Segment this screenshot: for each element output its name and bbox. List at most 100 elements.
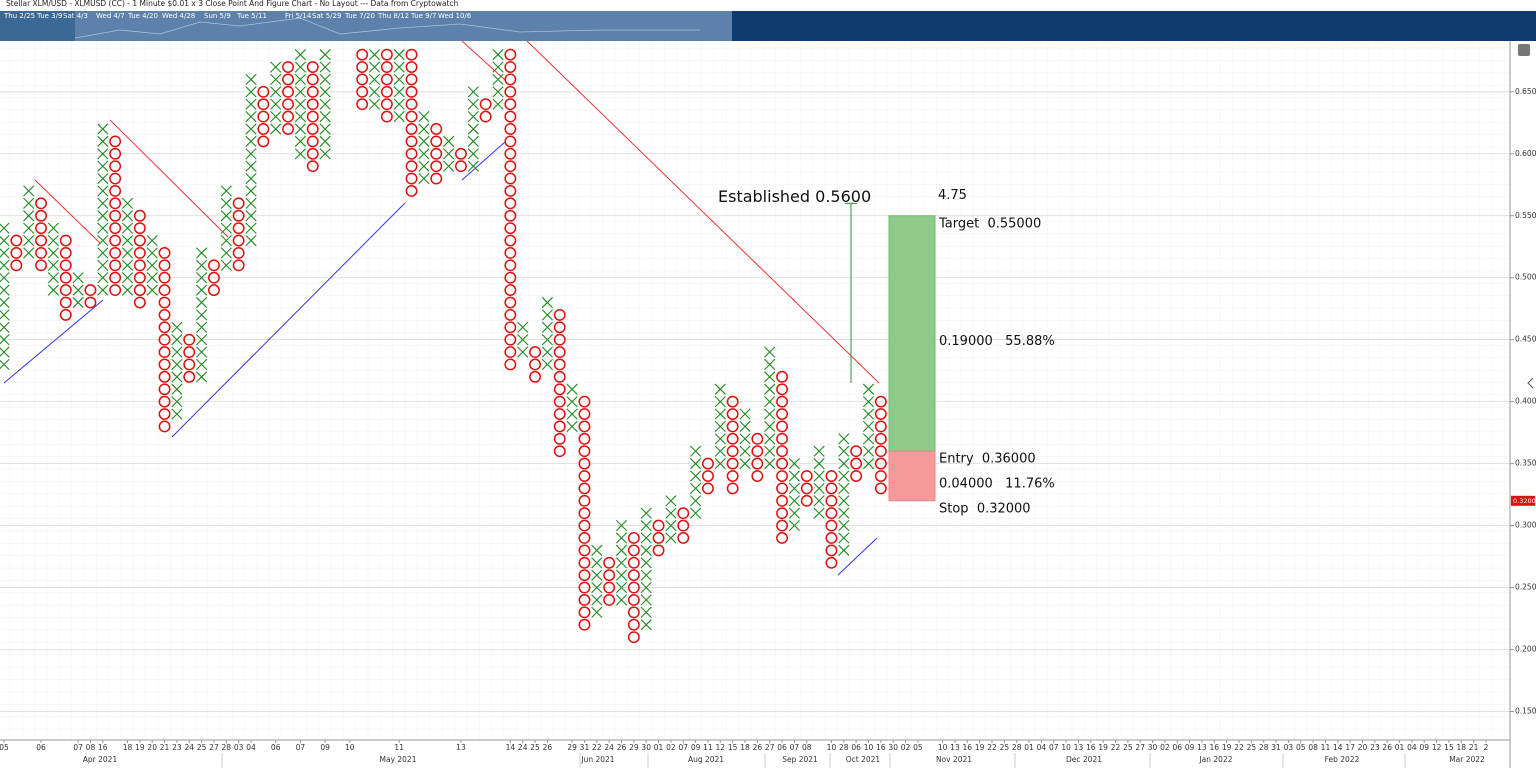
x-tick-label: 22: [1111, 743, 1121, 752]
x-tick-label: 22: [1234, 743, 1244, 752]
x-tick-label: 12: [1432, 743, 1442, 752]
collapse-icon[interactable]: [1527, 377, 1534, 389]
x-tick-label: 12: [716, 743, 726, 752]
x-tick-label: 13: [456, 743, 466, 752]
x-tick-label: 07: [790, 743, 800, 752]
y-tick-label: 0.5000: [1515, 273, 1536, 282]
x-tick-label: 26: [753, 743, 763, 752]
x-tick-label: 10: [827, 743, 837, 752]
x-tick-label: 28: [222, 743, 232, 752]
x-tick-label: 07: [678, 743, 688, 752]
x-tick-label: 22: [987, 743, 997, 752]
x-tick-label: 05: [1296, 743, 1306, 752]
o-column: [504, 48, 517, 371]
x-tick-label: 26: [617, 743, 627, 752]
x-column: [591, 544, 603, 618]
x-tick-label: 22: [592, 743, 602, 752]
o-column: [133, 209, 146, 309]
entry-label: Entry 0.36000: [939, 452, 1036, 467]
x-tick-label: 01: [1024, 743, 1034, 752]
x-tick-label: 02: [901, 743, 911, 752]
x-tick-label: 19: [1222, 743, 1232, 752]
x-tick-label: 04: [1037, 743, 1047, 752]
x-tick-label: 11: [1321, 743, 1331, 752]
month-label: Oct 2021: [846, 755, 881, 764]
trendline: [461, 41, 506, 81]
trendline: [461, 141, 506, 181]
o-column: [825, 470, 838, 569]
stop-label: Stop 0.32000: [939, 501, 1031, 516]
lock-icon[interactable]: [1518, 44, 1530, 56]
o-column: [306, 61, 319, 173]
o-column: [874, 395, 887, 495]
x-column: [146, 234, 158, 296]
o-column: [578, 395, 591, 631]
navigator-window[interactable]: [75, 11, 732, 41]
navigator-label: Sat 4/3: [63, 12, 88, 20]
y-tick-label: 0.5500: [1515, 211, 1536, 220]
x-column: [443, 135, 455, 172]
position-tool[interactable]: Established 0.5600 4.75 Target 0.55000 0.19…: [718, 187, 1055, 516]
last-price-label: 0.3200: [1513, 497, 1536, 505]
x-column: [245, 73, 257, 247]
month-label: Apr 2021: [83, 755, 118, 764]
x-tick-label: 30: [641, 743, 651, 752]
o-column: [529, 346, 541, 383]
x-tick-label: 13: [950, 743, 960, 752]
x-column: [739, 408, 751, 470]
x-column: [541, 296, 553, 371]
x-column: [838, 433, 850, 556]
x-tick-label: 05: [913, 743, 923, 752]
x-tick-label: 11: [703, 743, 713, 752]
x-tick-label: 27: [1135, 743, 1145, 752]
o-column: [553, 309, 566, 458]
x-column: [615, 520, 628, 606]
o-column: [751, 432, 764, 482]
x-column: [47, 222, 59, 296]
x-column: [319, 49, 331, 160]
x-tick-label: 13: [1074, 743, 1084, 752]
navigator-label: Wed 4/28: [162, 12, 195, 20]
o-column: [59, 234, 72, 321]
target-label: Target 0.55000: [938, 216, 1041, 231]
x-column: [862, 383, 875, 470]
x-column: [714, 383, 726, 470]
y-tick-label: 0.6000: [1515, 149, 1536, 158]
x-column: [418, 111, 430, 185]
x-column: [813, 445, 825, 519]
minor-grid: [0, 41, 1510, 740]
x-tick-label: 07: [1049, 743, 1059, 752]
x-column: [640, 507, 652, 631]
navigator-label: Tue 5/11: [236, 12, 267, 20]
plot: [0, 41, 1510, 712]
o-column: [158, 247, 171, 433]
month-label: Sep 2021: [782, 755, 818, 764]
x-tick-label: 01: [1395, 743, 1405, 752]
x-tick-label: 03: [1284, 743, 1294, 752]
x-tick-label: 06: [777, 743, 787, 752]
x-column: [492, 49, 504, 110]
month-label: Jan 2022: [1198, 755, 1232, 764]
x-tick-label: 16: [963, 743, 973, 752]
x-tick-label: 06: [271, 743, 281, 752]
o-column: [603, 556, 616, 606]
x-column: [72, 272, 84, 309]
x-tick-label: 29: [567, 743, 577, 752]
o-column: [380, 48, 393, 123]
x-tick-label: 11: [394, 743, 404, 752]
x-tick-label: 05: [0, 743, 9, 752]
x-tick-label: 25: [530, 743, 540, 752]
navigator-label: Sat 5/29: [312, 12, 341, 20]
x-tick-label: 19: [135, 743, 145, 752]
o-column: [405, 48, 418, 197]
o-column: [35, 197, 47, 272]
x-tick-label: 01: [654, 743, 664, 752]
x-tick-label: 06: [851, 743, 861, 752]
navigator-label: Thu 2/25: [3, 12, 35, 20]
y-tick-label: 0.4000: [1515, 397, 1536, 406]
